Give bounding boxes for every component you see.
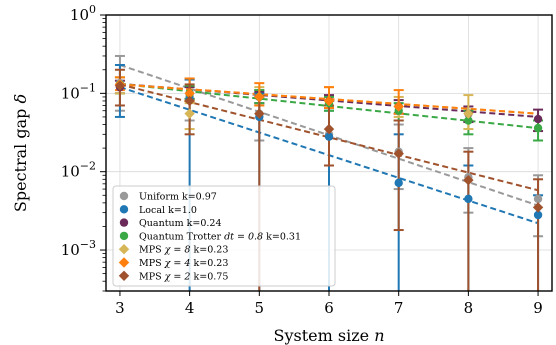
x-tick-label: 3	[115, 299, 125, 317]
y-axis-label: Spectral gap δ	[11, 94, 30, 212]
data-point	[533, 114, 543, 124]
data-point	[533, 210, 543, 220]
legend: Uniform k=0.97 Local k=1.0 Quantum k=0.24 Q…	[112, 185, 336, 287]
legend-marker	[119, 191, 129, 201]
legend-marker	[118, 270, 130, 281]
data-point	[254, 91, 265, 103]
legend-entry-label: Uniform k=0.97	[139, 192, 217, 203]
legend-entry-label: Quantum k=0.24	[139, 218, 222, 229]
data-point	[324, 132, 334, 141]
data-point	[463, 108, 474, 119]
data-point	[184, 95, 195, 107]
y-tick-label: 10−2	[61, 160, 96, 181]
legend-entry-label: MPS χ = 8 k=0.23	[139, 245, 228, 256]
legend-marker	[119, 231, 129, 241]
legend-entry-label: Quantum Trotter dt = 0.8 k=0.31	[139, 231, 301, 242]
data-point	[184, 108, 195, 119]
legend-entry-label: MPS χ = 2 k=0.75	[139, 271, 228, 282]
x-tick-label: 8	[464, 299, 474, 317]
data-point	[323, 95, 335, 107]
legend-marker	[119, 218, 129, 227]
data-point	[393, 148, 404, 159]
legend-entry-label: MPS χ = 4 k=0.23	[139, 258, 228, 269]
legend-box	[112, 185, 336, 287]
y-tick-label: 100	[70, 3, 96, 24]
x-tick-label: 7	[394, 299, 404, 317]
legend-entry-label: Local k=1.0	[139, 205, 197, 216]
y-tick-label: 10−1	[61, 81, 96, 102]
data-point	[184, 88, 195, 99]
data-point	[254, 108, 265, 119]
data-point	[114, 80, 126, 91]
data-point	[464, 194, 473, 204]
data-point	[323, 123, 335, 135]
legend-marker	[119, 205, 129, 214]
x-tick-label: 6	[324, 299, 334, 317]
x-tick-label: 9	[533, 299, 543, 317]
data-point	[394, 178, 403, 188]
data-point	[533, 123, 543, 133]
data-point	[463, 174, 474, 186]
data-point	[533, 194, 543, 204]
x-tick-label: 5	[255, 299, 265, 317]
data-markers	[114, 78, 544, 220]
legend-marker	[118, 257, 130, 268]
x-tick-label: 4	[185, 299, 195, 317]
y-tick-label: 10−3	[61, 238, 96, 259]
legend-marker	[118, 244, 130, 255]
x-axis-label: System size n	[274, 326, 385, 345]
data-point	[464, 116, 473, 125]
axis-ticks: 3 4 5 6 7 8 9 100 10−1 10−2 10−3	[61, 3, 543, 317]
data-point	[532, 202, 544, 213]
data-point	[393, 101, 404, 112]
